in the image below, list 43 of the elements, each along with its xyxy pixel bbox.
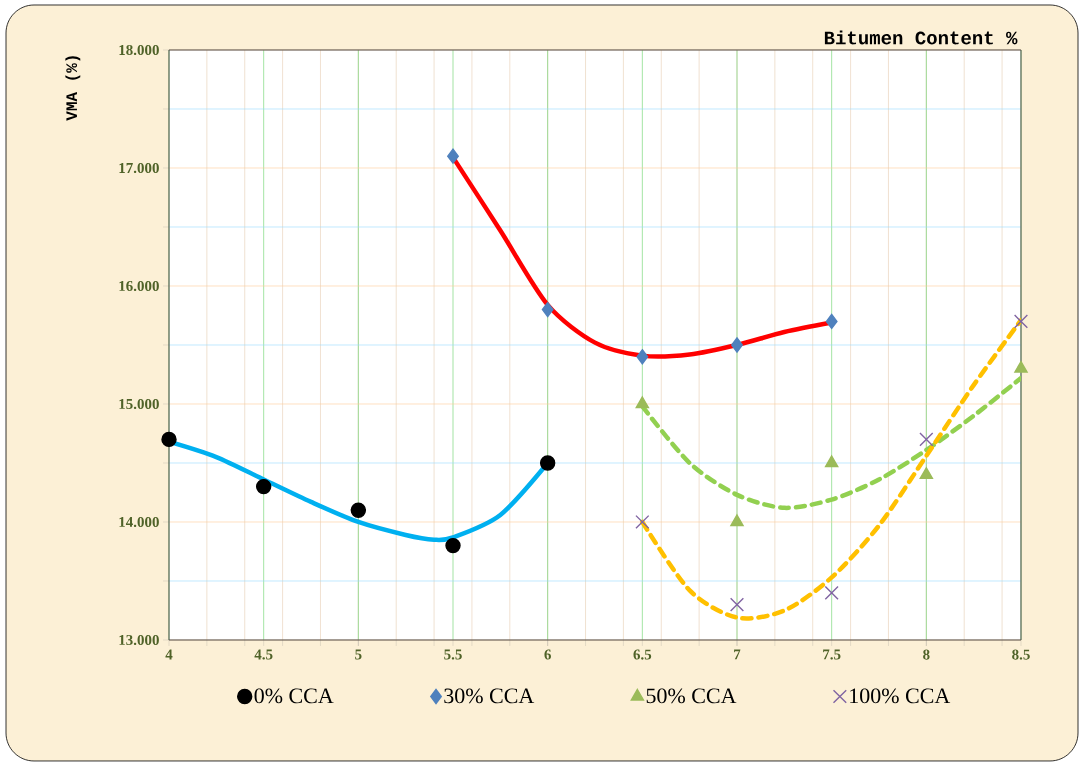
point	[161, 431, 177, 448]
line-series	[640, 317, 1021, 621]
x-tick-label: 7	[734, 649, 741, 660]
point	[636, 349, 649, 365]
x-tick-label: 5	[355, 649, 362, 660]
y-tick-label: 13.000	[119, 634, 159, 646]
x-tick-label: 8.5	[1012, 649, 1030, 660]
y-tick-label: 14.000	[119, 516, 159, 528]
x-tick-label: 6	[544, 649, 551, 660]
legend-label: 50% CCA	[646, 688, 737, 704]
point	[824, 455, 839, 468]
legend-label: 0% CCA	[254, 688, 334, 704]
point	[1013, 314, 1029, 329]
point	[731, 337, 743, 353]
x-tick-label: 4.5	[254, 649, 273, 660]
point	[919, 432, 934, 447]
y-tick-label: 18.000	[119, 44, 159, 56]
point	[825, 313, 838, 330]
point	[635, 514, 650, 530]
point	[635, 396, 650, 409]
x-axis-title: Bitumen Content %	[824, 30, 1018, 45]
y-tick-label: 15.000	[119, 398, 159, 410]
point	[729, 597, 745, 612]
x-tick-label: 7.5	[823, 649, 841, 660]
point	[541, 301, 554, 318]
point	[447, 148, 459, 164]
point	[445, 537, 461, 554]
x-tick-label: 6.5	[633, 649, 652, 660]
point	[1014, 360, 1028, 373]
point	[919, 467, 934, 479]
x-tick-label: 8	[923, 649, 930, 660]
point	[255, 478, 272, 495]
y-tick-label: 16.000	[119, 280, 159, 292]
y-axis-title: VMA (%)	[65, 56, 81, 121]
point	[824, 585, 839, 600]
x-tick-label: 4	[165, 649, 173, 660]
y-tick-label: 17.000	[119, 162, 159, 174]
point	[350, 502, 367, 518]
point	[730, 514, 744, 527]
point	[539, 455, 556, 471]
legend-label: 100% CCA	[850, 688, 951, 704]
legend-label: 30% CCA	[444, 688, 535, 704]
x-tick-label: 5.5	[444, 649, 462, 660]
